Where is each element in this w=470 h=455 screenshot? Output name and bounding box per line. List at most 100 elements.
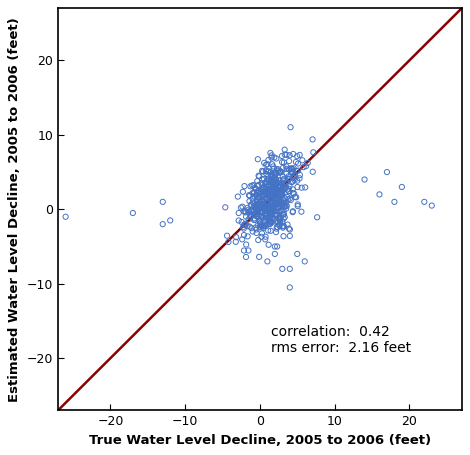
Point [288, 165, 296, 172]
Point [275, 166, 282, 173]
Point [271, 202, 278, 210]
Point [268, 218, 275, 225]
Point [279, 164, 287, 172]
Point [265, 168, 273, 175]
Point [263, 189, 271, 197]
Point [263, 191, 270, 198]
Point [269, 202, 277, 210]
Point [242, 209, 250, 216]
Point [279, 185, 287, 192]
Point [268, 206, 276, 213]
Point [262, 188, 270, 196]
Point [263, 214, 271, 221]
Point [270, 186, 277, 193]
Point [273, 181, 280, 188]
Point [279, 200, 286, 207]
Point [240, 208, 248, 215]
Point [274, 204, 282, 211]
Point [266, 215, 273, 222]
Point [271, 201, 279, 208]
Y-axis label: Estimated Water Level Decline, 2005 to 2006 (feet): Estimated Water Level Decline, 2005 to 2… [8, 17, 21, 402]
Point [280, 222, 288, 230]
Point [254, 201, 262, 208]
Point [250, 190, 258, 197]
Point [244, 222, 251, 230]
Point [267, 191, 275, 198]
Point [279, 222, 286, 230]
Point [268, 179, 275, 186]
Point [293, 177, 301, 184]
Point [272, 175, 279, 182]
Point [240, 221, 248, 228]
Point [274, 196, 281, 203]
Point [271, 200, 279, 207]
Point [159, 221, 166, 228]
Point [280, 215, 287, 222]
Point [266, 217, 274, 224]
Point [262, 202, 269, 209]
Point [266, 149, 274, 157]
Point [262, 209, 269, 216]
Point [234, 193, 242, 200]
Point [261, 204, 269, 212]
Point [277, 215, 284, 222]
Point [253, 177, 261, 185]
Point [262, 215, 270, 222]
Point [258, 209, 266, 216]
Point [281, 151, 289, 158]
Point [253, 198, 261, 206]
Point [267, 208, 275, 215]
Point [264, 185, 271, 192]
Point [292, 194, 300, 201]
Point [275, 169, 282, 177]
Point [240, 225, 248, 232]
Point [421, 198, 428, 206]
Point [266, 177, 274, 185]
Point [252, 205, 259, 212]
Point [267, 178, 274, 186]
Point [246, 197, 253, 205]
Point [274, 243, 281, 250]
Point [261, 217, 268, 225]
Point [255, 202, 262, 209]
Point [242, 207, 249, 215]
Point [254, 201, 262, 208]
Point [253, 208, 261, 216]
Point [266, 195, 273, 202]
Point [159, 198, 166, 206]
Point [282, 178, 290, 186]
Point [251, 216, 259, 223]
Point [263, 170, 270, 177]
Point [285, 187, 292, 195]
Point [260, 217, 267, 224]
Point [274, 205, 282, 212]
Point [253, 210, 260, 217]
Point [273, 187, 280, 195]
Point [285, 157, 293, 165]
Point [253, 203, 260, 210]
Point [250, 182, 258, 189]
Point [266, 194, 274, 201]
Point [240, 232, 248, 239]
Point [263, 220, 271, 228]
Point [271, 154, 278, 161]
Point [259, 184, 266, 192]
Point [264, 205, 272, 212]
Point [286, 195, 294, 202]
Point [277, 179, 284, 187]
Point [272, 197, 280, 204]
Point [272, 212, 280, 219]
Point [271, 183, 279, 191]
Point [275, 177, 283, 184]
Point [274, 204, 282, 212]
Point [254, 189, 261, 197]
Point [286, 265, 294, 273]
Point [280, 183, 287, 191]
Point [251, 188, 258, 196]
Point [268, 154, 275, 161]
Point [277, 207, 284, 214]
Point [288, 169, 295, 177]
Point [265, 192, 272, 199]
Point [267, 189, 275, 196]
Point [247, 182, 254, 190]
